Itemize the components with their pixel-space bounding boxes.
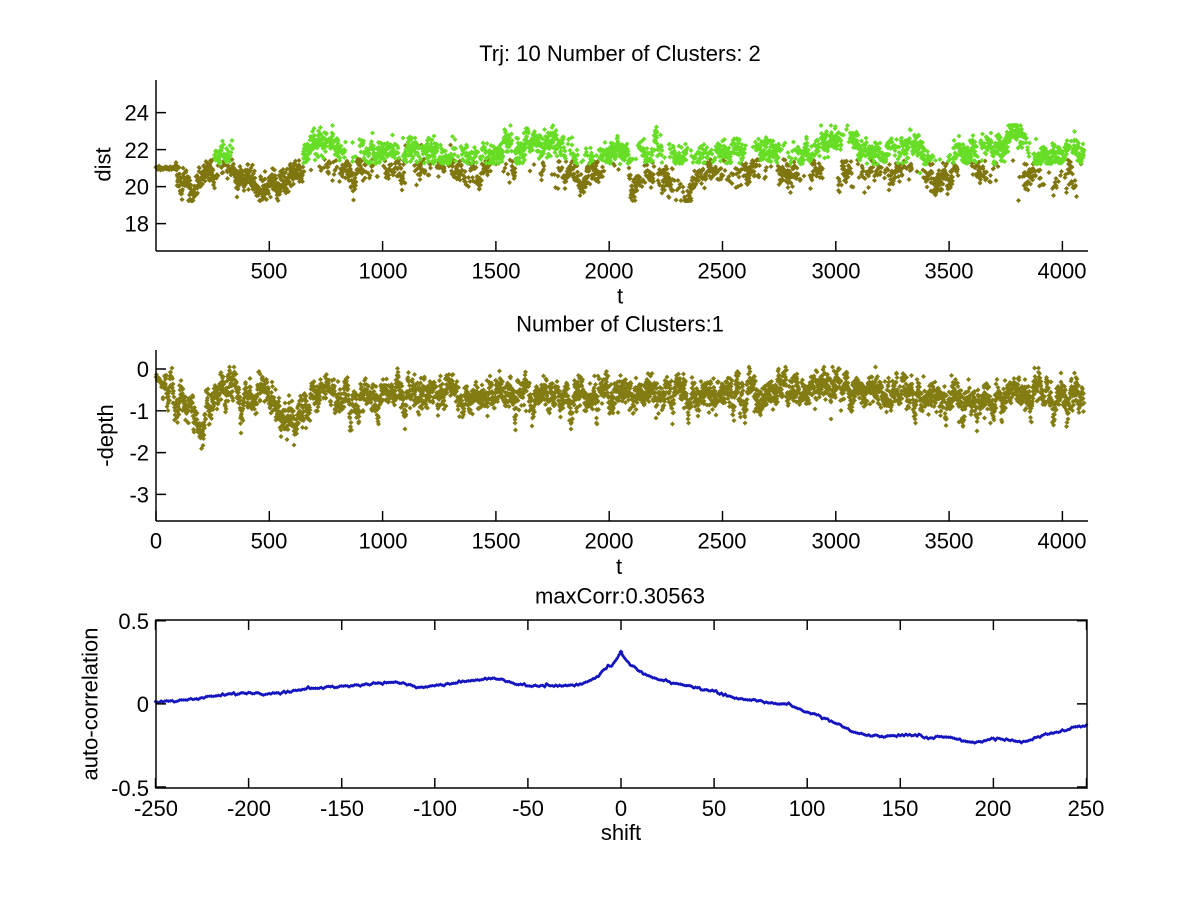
svg-text:150: 150 xyxy=(882,796,919,821)
svg-text:2500: 2500 xyxy=(698,529,747,554)
svg-text:Number of Clusters:1: Number of Clusters:1 xyxy=(516,312,724,337)
svg-text:t: t xyxy=(617,284,623,309)
svg-text:500: 500 xyxy=(251,258,288,283)
svg-text:-250: -250 xyxy=(134,796,178,821)
svg-text:t: t xyxy=(616,554,622,579)
svg-text:50: 50 xyxy=(702,796,726,821)
svg-text:100: 100 xyxy=(789,796,826,821)
svg-text:4000: 4000 xyxy=(1038,258,1087,283)
svg-text:-0.5: -0.5 xyxy=(111,776,149,801)
svg-text:24: 24 xyxy=(125,101,149,126)
svg-text:3500: 3500 xyxy=(925,258,974,283)
svg-text:20: 20 xyxy=(125,175,149,200)
svg-text:1000: 1000 xyxy=(359,258,408,283)
svg-text:-50: -50 xyxy=(512,796,544,821)
svg-text:0: 0 xyxy=(615,796,627,821)
svg-text:maxCorr:0.30563: maxCorr:0.30563 xyxy=(535,584,705,609)
svg-text:-200: -200 xyxy=(227,796,271,821)
svg-text:18: 18 xyxy=(125,212,149,237)
svg-text:3000: 3000 xyxy=(812,529,861,554)
svg-text:1000: 1000 xyxy=(359,529,408,554)
svg-text:0: 0 xyxy=(137,357,149,382)
svg-text:1500: 1500 xyxy=(472,529,521,554)
svg-text:500: 500 xyxy=(251,529,288,554)
svg-text:2000: 2000 xyxy=(585,529,634,554)
svg-text:250: 250 xyxy=(1068,796,1105,821)
svg-text:-100: -100 xyxy=(413,796,457,821)
svg-text:-2: -2 xyxy=(129,441,149,466)
svg-text:1500: 1500 xyxy=(472,258,521,283)
svg-text:-1: -1 xyxy=(129,399,149,424)
svg-text:200: 200 xyxy=(975,796,1012,821)
svg-text:Trj: 10 Number of Clusters: 2: Trj: 10 Number of Clusters: 2 xyxy=(479,41,761,66)
svg-text:shift: shift xyxy=(601,820,641,845)
svg-text:0: 0 xyxy=(137,692,149,717)
svg-text:3500: 3500 xyxy=(925,529,974,554)
svg-text:2500: 2500 xyxy=(698,258,747,283)
svg-text:0.5: 0.5 xyxy=(118,609,149,634)
svg-text:-3: -3 xyxy=(129,482,149,507)
svg-text:22: 22 xyxy=(125,138,149,163)
svg-text:-150: -150 xyxy=(320,796,364,821)
svg-text:dist: dist xyxy=(91,147,116,181)
svg-text:4000: 4000 xyxy=(1038,529,1087,554)
svg-text:auto-correlation: auto-correlation xyxy=(78,628,103,781)
svg-text:3000: 3000 xyxy=(812,258,861,283)
svg-text:-depth: -depth xyxy=(93,404,118,466)
svg-text:2000: 2000 xyxy=(585,258,634,283)
svg-text:0: 0 xyxy=(150,529,162,554)
